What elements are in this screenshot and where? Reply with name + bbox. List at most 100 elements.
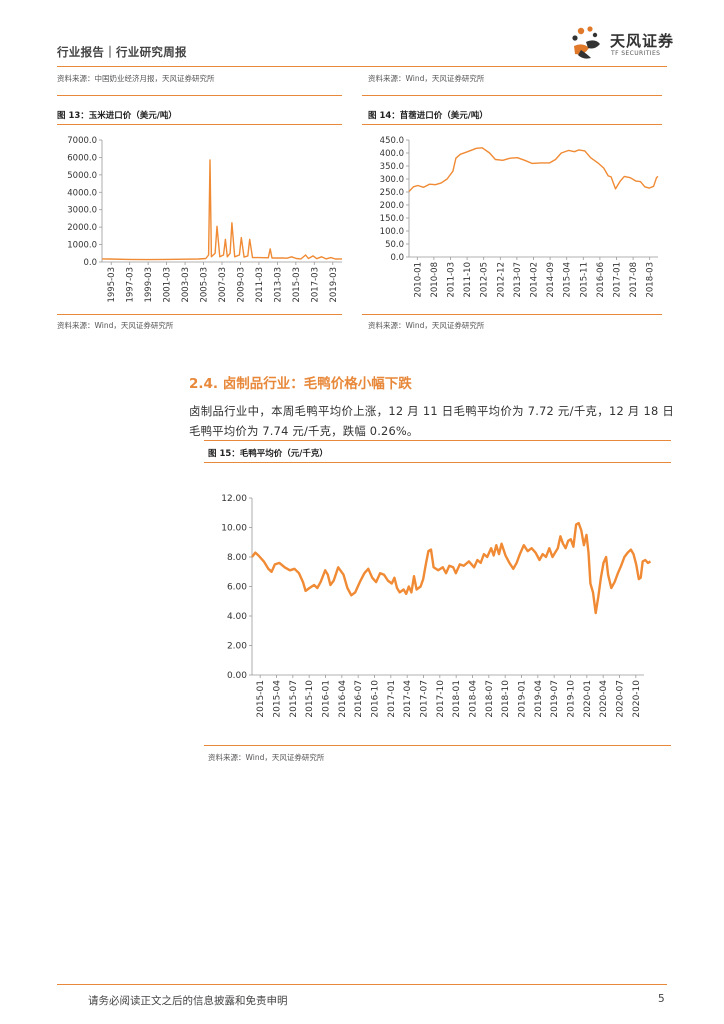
x-tick-label: 2001-03	[163, 267, 173, 303]
y-tick-label: 150.0	[380, 214, 404, 224]
tf-logo-icon	[572, 26, 600, 59]
x-tick-label: 2017-01	[613, 262, 623, 298]
x-tick-label: 2012-05	[480, 262, 490, 298]
x-tick-label: 2011-03	[255, 267, 265, 303]
x-tick-label: 2017-01	[387, 680, 397, 718]
y-tick-label: 6.00	[227, 583, 247, 593]
x-tick-label: 2018-10	[501, 680, 511, 718]
x-tick-label: 2009-03	[236, 267, 246, 303]
x-tick-label: 2015-01	[256, 680, 266, 718]
x-tick-label: 1999-03	[144, 267, 154, 303]
y-tick-label: 400.0	[380, 149, 404, 159]
x-tick-label: 2019-07	[550, 680, 560, 718]
page-number: 5	[658, 993, 665, 1005]
x-tick-label: 2017-07	[420, 680, 430, 718]
x-tick-label: 2016-01	[322, 680, 332, 718]
x-tick-label: 2019-10	[567, 680, 577, 718]
x-tick-label: 2013-03	[273, 267, 283, 303]
x-tick-label: 1995-03	[107, 267, 117, 303]
top-right-source: 资料来源：Wind，天风证券研究所	[368, 74, 485, 83]
fig13-top-rule	[57, 95, 342, 96]
report-header-title: 行业报告｜行业研究周报	[57, 45, 187, 59]
y-tick-label: 450.0	[380, 136, 404, 146]
y-tick-label: 250.0	[380, 188, 404, 198]
y-tick-label: 350.0	[380, 162, 404, 172]
x-tick-label: 2018-07	[485, 680, 495, 718]
x-tick-label: 2018-01	[452, 680, 462, 718]
x-tick-label: 2010-01	[413, 262, 423, 298]
fig14-source: 资料来源：Wind，天风证券研究所	[368, 321, 485, 330]
fig15-source: 资料来源：Wind，天风证券研究所	[208, 753, 325, 762]
x-tick-label: 2019-01	[518, 680, 528, 718]
section-heading: 2.4. 卤制品行业：毛鸭价格小幅下跌	[189, 376, 412, 392]
series-line	[408, 147, 659, 192]
fig13-title-rule	[57, 124, 342, 125]
y-tick-label: 0.00	[227, 671, 247, 681]
x-tick-label: 2011-03	[447, 262, 457, 298]
y-tick-label: 2.00	[227, 642, 247, 652]
x-tick-label: 2020-04	[599, 680, 609, 718]
footer-divider	[57, 984, 667, 985]
fig15-top-rule	[204, 440, 671, 441]
fig15-chart: 12.00 10.00 8.00 6.00 4.00 2.00 0.00 2015-01 201…	[221, 494, 652, 718]
x-tick-label: 2015-04	[273, 680, 283, 718]
x-tick-label: 2011-10	[463, 262, 473, 298]
x-tick-label: 2005-03	[200, 267, 210, 303]
fig15-source-rule	[204, 745, 671, 746]
fig13-source: 资料来源：Wind，天风证券研究所	[57, 321, 174, 330]
x-tick-label: 2016-06	[596, 262, 606, 298]
series-line	[101, 159, 343, 261]
footer-disclaimer: 请务必阅读正文之后的信息披露和免责申明	[88, 995, 288, 1007]
x-tick-label: 2015-07	[289, 680, 299, 718]
fig13-source-rule	[57, 314, 342, 315]
x-tick-label: 2017-08	[629, 262, 639, 298]
section-paragraph: 卤制品行业中，本周毛鸭平均价上涨，12 月 11 日毛鸭平均价为 7.72 元/…	[189, 404, 674, 438]
x-tick-label: 2017-10	[436, 680, 446, 718]
x-tick-label: 2015-03	[292, 267, 302, 303]
y-tick-label: 1000.0	[67, 241, 97, 251]
fig14-title-rule	[362, 124, 662, 125]
y-tick-label: 8.00	[227, 553, 247, 563]
fig13-chart: 7000.0 6000.0 5000.0 4000.0 3000.0 2000.0 1000…	[67, 136, 343, 303]
x-tick-label: 2018-03	[646, 262, 656, 298]
x-tick-label: 2020-07	[616, 680, 626, 718]
fig14-title: 图 14：苜蓿进口价（美元/吨）	[368, 111, 488, 121]
x-tick-label: 2019-03	[329, 267, 339, 303]
x-tick-label: 1997-03	[126, 267, 136, 303]
y-tick-label: 50.0	[385, 240, 404, 250]
fig14-chart: 450.0 400.0 350.0 300.0 250.0 200.0 150.0 100.0…	[380, 136, 659, 298]
x-tick-label: 2019-04	[534, 680, 544, 718]
fig14-top-rule	[362, 95, 662, 96]
fig14-source-rule	[362, 314, 662, 315]
x-tick-label: 2012-12	[496, 262, 506, 298]
x-tick-label: 2015-11	[579, 262, 589, 298]
logo-english: TF SECURITIES	[611, 50, 661, 57]
x-tick-label: 2015-04	[563, 262, 573, 298]
y-tick-label: 4.00	[227, 612, 247, 622]
top-left-source: 资料来源：中国奶业经济月报，天风证券研究所	[57, 74, 215, 83]
y-tick-label: 100.0	[380, 227, 404, 237]
x-tick-label: 2017-03	[310, 267, 320, 303]
header-divider	[57, 66, 667, 67]
x-tick-label: 2014-09	[546, 262, 556, 298]
x-tick-label: 2010-08	[430, 262, 440, 298]
x-tick-label: 2016-10	[371, 680, 381, 718]
y-tick-label: 0.0	[83, 258, 97, 268]
y-tick-label: 6000.0	[67, 153, 97, 163]
y-tick-label: 3000.0	[67, 206, 97, 216]
fig13-title: 图 13：玉米进口价（美元/吨）	[57, 111, 177, 121]
x-tick-label: 2020-01	[583, 680, 593, 718]
y-tick-label: 300.0	[380, 175, 404, 185]
x-tick-label: 2020-10	[632, 680, 642, 718]
y-tick-label: 200.0	[380, 201, 404, 211]
y-tick-label: 10.00	[221, 524, 247, 534]
x-tick-label: 2016-04	[338, 680, 348, 718]
x-tick-label: 2016-07	[354, 680, 364, 718]
x-tick-label: 2007-03	[218, 267, 228, 303]
x-tick-label: 2003-03	[181, 267, 191, 303]
x-tick-label: 2017-04	[403, 680, 413, 718]
x-tick-label: 2018-04	[469, 680, 479, 718]
x-tick-label: 2013-07	[513, 262, 523, 298]
fig15-title-rule	[204, 462, 671, 463]
x-tick-label: 2015-10	[305, 680, 315, 718]
